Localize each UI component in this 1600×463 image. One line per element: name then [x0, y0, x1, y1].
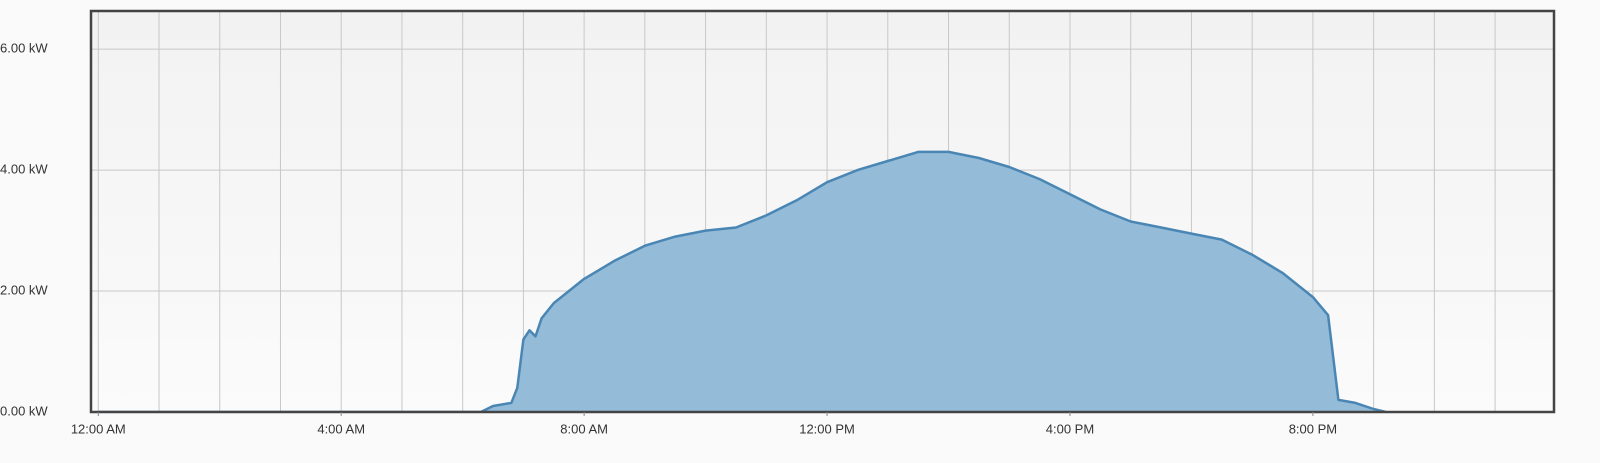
- area: [98, 151, 1386, 412]
- y-tick-label: 2.00 kW: [0, 282, 48, 297]
- x-tick-label: 12:00 PM: [799, 421, 855, 436]
- y-tick-label: 4.00 kW: [0, 162, 48, 177]
- plot-border: [89, 9, 1556, 414]
- labels: 0.00 kW 2.00 kW 4.00 kW 6.00 kW 12:00 AM 4:00…: [0, 41, 1337, 437]
- x-tick-label: 4:00 PM: [1046, 421, 1094, 436]
- line: [98, 150, 1387, 412]
- data: [98, 150, 1387, 412]
- x-tick-label: 8:00 PM: [1289, 421, 1337, 436]
- y-tick-label: 0.00 kW: [0, 403, 48, 418]
- x-tick-label: 4:00 AM: [317, 421, 365, 436]
- y-tick-label: 6.00 kW: [0, 41, 48, 56]
- x-tick-label: 12:00 AM: [71, 421, 126, 436]
- x-tick-label: 8:00 AM: [560, 421, 608, 436]
